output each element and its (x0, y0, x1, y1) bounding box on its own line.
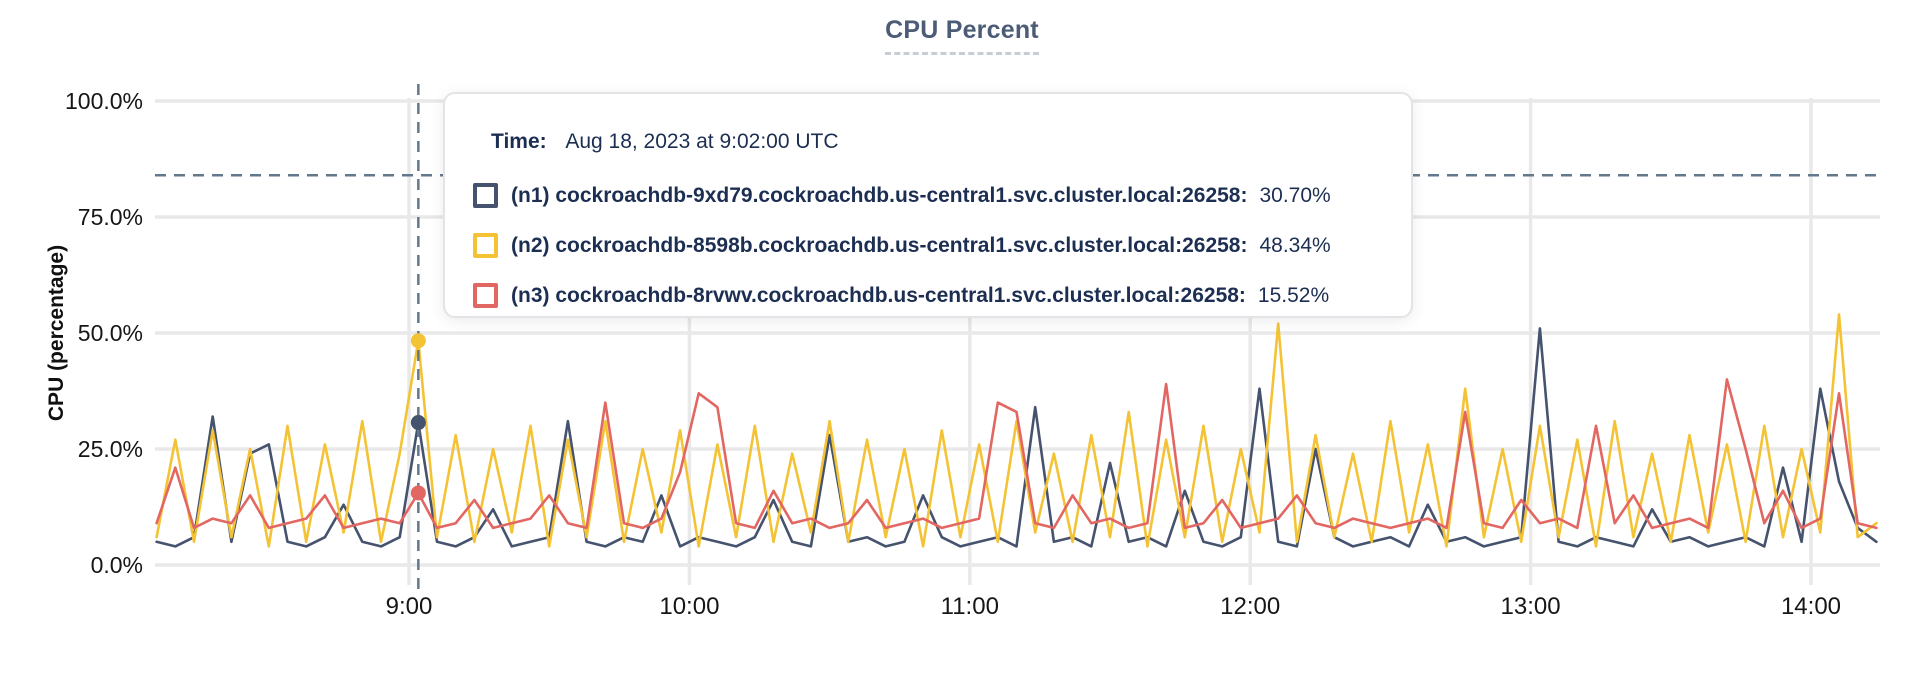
x-tick-label: 9:00 (386, 593, 433, 620)
series-n3-swatch-icon (473, 283, 498, 308)
series-n2-swatch-icon (473, 233, 498, 258)
y-tick-label: 50.0% (78, 320, 143, 346)
hover-dot-n2 (410, 333, 426, 349)
tooltip-series-row: (n1) cockroachdb-9xd79.cockroachdb.us-ce… (473, 183, 1383, 208)
hover-dot-n3 (410, 485, 426, 501)
series-line-n1 (155, 327, 1878, 548)
y-tick-label: 100.0% (65, 88, 143, 114)
x-tick-label: 14:00 (1781, 593, 1841, 620)
y-tick-label: 75.0% (78, 204, 143, 230)
x-tick-label: 10:00 (659, 593, 719, 620)
y-tick-label: 0.0% (91, 552, 143, 578)
series-line-n3 (155, 378, 1878, 530)
x-tick-label: 12:00 (1220, 593, 1280, 620)
tooltip-time-value: Aug 18, 2023 at 9:02:00 UTC (565, 130, 839, 153)
series-line-n2 (155, 313, 1878, 548)
tooltip-series-row: (n3) cockroachdb-8rvwv.cockroachdb.us-ce… (473, 283, 1383, 308)
chart-tooltip: Time: Aug 18, 2023 at 9:02:00 UTC (n1) c… (443, 92, 1413, 318)
chart-header: CPU Percent (0, 16, 1924, 55)
series-n1-value: 30.70% (1259, 183, 1331, 207)
tooltip-series-row: (n2) cockroachdb-8598b.cockroachdb.us-ce… (473, 233, 1383, 258)
series-n3-label: (n3) cockroachdb-8rvwv.cockroachdb.us-ce… (511, 283, 1246, 307)
x-tick-label: 13:00 (1501, 593, 1561, 620)
x-tick-label: 11:00 (941, 593, 999, 620)
series-n1-swatch-icon (473, 183, 498, 208)
series-n1-label: (n1) cockroachdb-9xd79.cockroachdb.us-ce… (511, 183, 1248, 207)
series-n3-value: 15.52% (1257, 283, 1330, 307)
hover-dot-n1 (410, 415, 426, 431)
series-n2-label: (n2) cockroachdb-8598b.cockroachdb.us-ce… (511, 233, 1248, 257)
tooltip-time-row: Time: Aug 18, 2023 at 9:02:00 UTC (491, 130, 1383, 154)
y-tick-label: 25.0% (78, 436, 143, 462)
tooltip-time-label: Time: (491, 130, 547, 153)
series-n2-value: 48.34% (1259, 233, 1331, 257)
chart-title: CPU Percent (885, 16, 1039, 55)
